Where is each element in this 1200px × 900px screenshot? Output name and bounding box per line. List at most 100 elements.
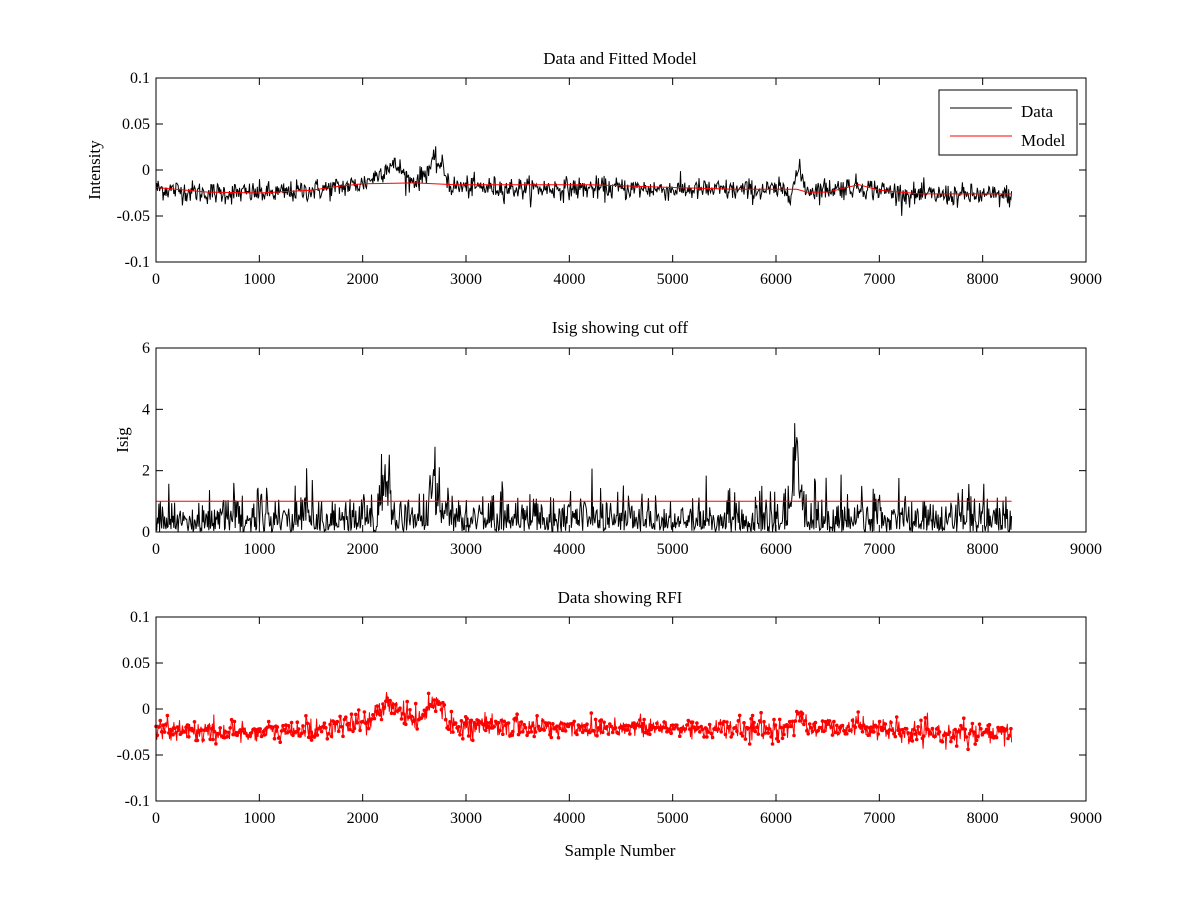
data-marker [158,718,163,723]
data-marker [973,742,977,746]
data-marker [456,725,461,729]
x-tick-label: 9000 [1070,271,1102,288]
data-marker [465,716,469,721]
x-tick-label: 6000 [760,271,792,288]
data-marker [646,728,651,733]
data-marker [987,722,992,727]
data-marker [723,732,728,737]
panel-1-plot [155,146,1013,216]
x-tick-label: 1000 [243,541,275,558]
y-tick-label: 0.05 [122,116,150,133]
data-marker [528,725,532,729]
data-marker [914,737,919,742]
data-marker [398,706,402,710]
data-marker [772,717,776,722]
data-marker [404,722,408,727]
data-marker [379,717,384,722]
data-marker [899,734,903,738]
data-marker [298,734,302,738]
data-marker [707,722,712,727]
data-marker [433,709,438,713]
data-marker [930,726,935,731]
data-marker [169,728,174,733]
data-marker [683,727,688,731]
data-marker [800,711,805,716]
data-marker [989,731,993,735]
data-marker [725,720,729,724]
data-marker [522,722,526,727]
data-marker [421,713,425,717]
data-marker [805,729,809,733]
data-marker [773,723,778,727]
data-marker [765,726,769,731]
data-marker [909,735,913,739]
data-marker [511,729,515,734]
data-marker [261,730,265,734]
data-marker [882,726,886,731]
data-marker [802,722,806,727]
data-marker [482,723,487,727]
data-marker [539,727,544,731]
data-marker [917,731,922,735]
data-marker [727,724,732,729]
data-marker [461,736,465,741]
data-marker [779,725,783,730]
data-marker [832,719,836,724]
data-marker [412,718,417,723]
data-marker [365,720,370,725]
data-marker [755,725,759,730]
data-marker [940,739,945,744]
x-tick-label: 5000 [657,810,689,827]
data-marker [506,721,511,725]
data-marker [282,728,287,732]
data-marker [675,723,679,727]
data-marker [889,720,893,725]
data-marker [299,731,304,736]
legend-box [938,89,1078,156]
data-marker [532,734,536,739]
data-marker [668,727,672,731]
data-marker [426,691,431,696]
data-marker [321,724,325,729]
data-marker [752,720,756,725]
x-tick-label: 9000 [1070,541,1102,558]
data-marker [649,727,653,732]
data-marker [642,717,646,722]
data-marker [698,730,702,734]
data-marker [605,724,609,729]
x-tick-label: 4000 [553,541,585,558]
panel-2: Isig showing cut off 0 1000 2000 3000 4000 50… [113,318,1102,558]
data-marker [551,722,555,726]
data-marker [660,725,665,729]
data-marker [556,735,561,740]
data-marker [736,719,741,723]
data-marker [355,721,360,725]
data-marker [175,725,180,729]
data-marker [686,718,691,723]
data-marker [974,738,979,743]
data-marker [409,714,414,719]
data-marker [883,722,888,726]
data-marker [787,719,792,724]
data-marker [405,699,410,704]
data-marker [438,702,442,706]
data-marker [326,731,331,736]
data-marker [806,732,810,736]
data-marker [338,714,342,719]
data-marker [616,731,621,736]
data-marker [622,727,626,731]
data-marker [222,735,227,740]
data-marker [262,733,267,737]
data-marker [211,737,215,742]
data-marker [281,723,285,728]
x-tick-label: 8000 [967,271,999,288]
data-marker [560,728,565,733]
data-marker [208,737,212,742]
panel-3-plot [154,691,1013,752]
data-marker [295,720,300,724]
data-marker [663,725,668,730]
data-marker [747,742,752,746]
data-marker [877,719,882,724]
data-marker [860,729,865,734]
series-line-isig [155,423,1013,534]
